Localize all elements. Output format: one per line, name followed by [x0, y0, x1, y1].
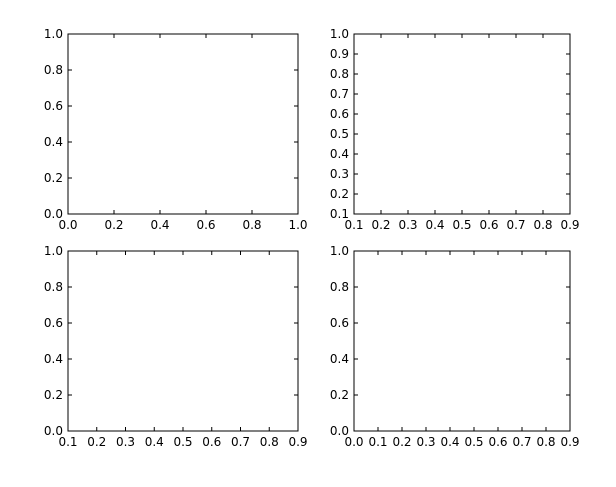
axes-frame	[353, 250, 571, 432]
x-tick-label: 0.8	[536, 435, 555, 449]
y-tick-label: 0.6	[330, 316, 349, 330]
x-tick-label: 1.0	[288, 218, 307, 232]
subplot-1: 0.0 0.2 0.4 0.6 0.8 1.0 0.0 0.2 0.4 0.6 0.8 1.0	[44, 27, 308, 232]
x-tick-label: 0.2	[392, 435, 411, 449]
axes-frame	[67, 33, 299, 215]
x-tick-label: 0.5	[452, 218, 471, 232]
x-tick-label: 0.6	[479, 218, 498, 232]
y-tick-label: 0.8	[44, 63, 63, 77]
x-tick-label: 0.6	[196, 218, 215, 232]
y-tick-label: 0.0	[44, 207, 63, 221]
y-tick-label: 1.0	[44, 27, 63, 41]
x-tick-label: 0.8	[533, 218, 552, 232]
y-tick-label: 1.0	[330, 27, 349, 41]
x-tick-label: 0.1	[368, 435, 387, 449]
subplot-3: 0.1 0.2 0.3 0.4 0.5 0.6 0.7 0.8 0.9 0.0 0.2 0.4 0.6 0…	[44, 244, 308, 449]
x-tick-label: 0.6	[202, 435, 221, 449]
x-tick-label: 0.2	[87, 435, 106, 449]
y-tick-label: 0.4	[330, 352, 349, 366]
y-tick-label: 0.5	[330, 127, 349, 141]
x-tick-label: 0.2	[104, 218, 123, 232]
axes-frame	[353, 33, 571, 215]
y-tick-label: 0.1	[330, 207, 349, 221]
subplot-2: 0.1 0.2 0.3 0.4 0.5 0.6 0.7 0.8 0.9 0.1 0.2 0.3 0.4 0…	[330, 27, 580, 232]
x-tick-label: 0.6	[488, 435, 507, 449]
x-tick-label: 0.9	[560, 218, 579, 232]
y-tick-label: 0.8	[44, 280, 63, 294]
y-tick-label: 0.6	[44, 316, 63, 330]
y-tick-label: 1.0	[330, 244, 349, 258]
x-tick-label: 0.5	[464, 435, 483, 449]
x-tick-label: 0.7	[512, 435, 531, 449]
axes-frame	[67, 250, 299, 432]
y-tick-label: 0.7	[330, 87, 349, 101]
x-tick-label: 0.3	[416, 435, 435, 449]
x-tick-label: 0.4	[440, 435, 459, 449]
x-tick-label: 0.0	[344, 435, 363, 449]
y-tick-label: 0.2	[330, 187, 349, 201]
x-tick-label: 0.4	[150, 218, 169, 232]
x-tick-label: 0.3	[398, 218, 417, 232]
y-tick-label: 0.0	[330, 424, 349, 438]
y-tick-label: 0.2	[44, 388, 63, 402]
x-tick-label: 0.2	[371, 218, 390, 232]
x-tick-label: 0.8	[242, 218, 261, 232]
y-tick-label: 0.2	[44, 171, 63, 185]
y-tick-label: 0.9	[330, 47, 349, 61]
y-tick-label: 1.0	[44, 244, 63, 258]
x-tick-label: 0.9	[288, 435, 307, 449]
x-tick-label: 0.7	[506, 218, 525, 232]
y-tick-label: 0.0	[44, 424, 63, 438]
x-tick-label: 0.4	[145, 435, 164, 449]
x-tick-label: 0.4	[425, 218, 444, 232]
y-tick-label: 0.4	[44, 352, 63, 366]
x-tick-label: 0.0	[58, 218, 77, 232]
y-tick-label: 0.4	[330, 147, 349, 161]
x-tick-label: 0.5	[173, 435, 192, 449]
x-tick-label: 0.3	[116, 435, 135, 449]
x-tick-label: 0.1	[58, 435, 77, 449]
x-tick-label: 0.7	[231, 435, 250, 449]
y-tick-label: 0.2	[330, 388, 349, 402]
y-tick-label: 0.8	[330, 67, 349, 81]
x-tick-label: 0.1	[344, 218, 363, 232]
y-tick-label: 0.6	[330, 107, 349, 121]
y-tick-label: 0.3	[330, 167, 349, 181]
subplot-4: 0.0 0.1 0.2 0.3 0.4 0.5 0.6 0.7 0.8 0.9 0.0 0.2 0.4 0…	[330, 244, 580, 449]
y-tick-label: 0.6	[44, 99, 63, 113]
y-tick-label: 0.4	[44, 135, 63, 149]
x-tick-label: 0.9	[560, 435, 579, 449]
y-tick-label: 0.8	[330, 280, 349, 294]
x-tick-label: 0.8	[260, 435, 279, 449]
